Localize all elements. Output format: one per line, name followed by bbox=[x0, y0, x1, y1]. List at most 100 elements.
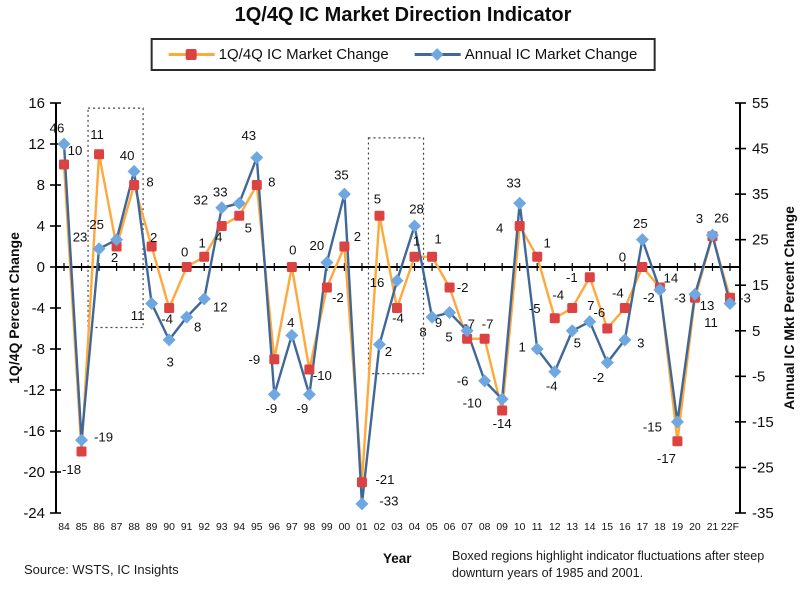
data-point-marker-diamond bbox=[127, 164, 141, 178]
x-axis-year-label: 21 bbox=[707, 522, 719, 533]
data-point-label: -2 bbox=[457, 280, 469, 295]
x-axis: 84 85 86 87 88 89 90 91 92 93 94 95 96 97 98 99 00 01 02 03… bbox=[56, 263, 740, 533]
data-point-label: -4 bbox=[612, 286, 624, 301]
x-axis-year-label: 15 bbox=[602, 522, 614, 533]
data-point-label: 40 bbox=[120, 148, 135, 163]
data-point-marker-diamond bbox=[110, 233, 124, 247]
data-point-label: 8 bbox=[146, 175, 153, 190]
data-point-marker-square bbox=[181, 262, 192, 272]
right-axis-tick-label: -35 bbox=[752, 505, 774, 522]
data-point-marker-diamond bbox=[57, 137, 71, 151]
data-point-label: -2 bbox=[592, 370, 604, 385]
data-point-label: -5 bbox=[529, 301, 541, 316]
x-axis-year-label: 08 bbox=[479, 522, 491, 533]
data-point-label: -10 bbox=[463, 396, 482, 411]
data-point-label: 7 bbox=[587, 298, 594, 313]
data-point-marker-square bbox=[549, 313, 560, 324]
x-axis-year-label: 05 bbox=[426, 522, 438, 533]
right-axis-tick-label: 15 bbox=[752, 277, 769, 294]
data-point-marker-diamond bbox=[285, 328, 299, 342]
data-point-marker-diamond bbox=[460, 324, 474, 338]
data-point-label: 1 bbox=[199, 235, 206, 250]
right-axis-tick-label: 25 bbox=[752, 232, 769, 249]
data-point-marker-square bbox=[462, 333, 473, 344]
data-point-label: -4 bbox=[552, 288, 564, 303]
data-point-marker-square bbox=[251, 180, 262, 190]
data-point-marker-diamond bbox=[337, 187, 351, 201]
data-point-label: -7 bbox=[482, 316, 494, 331]
left-axis-tick-label: -24 bbox=[23, 505, 45, 522]
legend-item-annual: Annual IC Market Change bbox=[414, 46, 638, 63]
left-axis-tick-label: 4 bbox=[37, 218, 45, 235]
data-point-label: -15 bbox=[643, 419, 662, 434]
data-point-marker-square bbox=[409, 251, 420, 262]
left-axis-tick-label: -8 bbox=[32, 341, 45, 358]
data-point-marker-diamond bbox=[390, 274, 404, 288]
x-axis-year-label: 87 bbox=[111, 522, 123, 533]
data-point-marker-square bbox=[444, 282, 455, 293]
data-point-marker-diamond bbox=[530, 342, 544, 356]
data-point-marker-square bbox=[234, 210, 245, 221]
data-point-label: 23 bbox=[73, 229, 88, 244]
data-point-label: 0 bbox=[619, 250, 626, 265]
data-point-marker-square bbox=[59, 159, 69, 170]
data-point-marker-square bbox=[637, 262, 648, 272]
data-point-label: -4 bbox=[546, 378, 558, 393]
data-point-marker-diamond bbox=[215, 201, 229, 215]
series-annual-markers bbox=[57, 137, 737, 511]
data-point-label: 1 bbox=[544, 235, 551, 250]
data-point-marker-square bbox=[392, 303, 402, 313]
series-1q4q-markers bbox=[59, 149, 735, 488]
data-point-label: 20 bbox=[310, 238, 325, 253]
data-point-label: 26 bbox=[714, 211, 729, 226]
data-point-marker-diamond bbox=[145, 296, 159, 310]
data-point-marker-square bbox=[567, 303, 578, 313]
data-point-marker-diamond bbox=[320, 255, 334, 269]
data-point-marker-diamond bbox=[600, 356, 614, 370]
data-point-label: 11 bbox=[131, 308, 145, 323]
data-point-label: -18 bbox=[62, 462, 81, 477]
legend-marker-diamond-icon bbox=[414, 47, 461, 62]
data-point-label: 2 bbox=[111, 250, 118, 265]
right-axis-tick-label: 45 bbox=[752, 141, 769, 158]
x-axis-year-label: 92 bbox=[198, 522, 210, 533]
left-axis-tick-label: -4 bbox=[32, 300, 45, 317]
left-axis-tick-label: 16 bbox=[28, 95, 45, 112]
x-axis-year-label: 93 bbox=[216, 522, 228, 533]
data-point-label: -21 bbox=[375, 472, 394, 487]
data-point-marker-square bbox=[374, 210, 385, 221]
legend-label-annual: Annual IC Market Change bbox=[464, 46, 638, 63]
data-point-marker-square bbox=[602, 323, 613, 334]
x-axis-year-label: 03 bbox=[391, 522, 403, 533]
left-axis-tick-label: 8 bbox=[37, 177, 45, 194]
chart-title: 1Q/4Q IC Market Direction Indicator bbox=[234, 4, 572, 26]
data-point-marker-square bbox=[216, 221, 227, 231]
legend-label-1q4q: 1Q/4Q IC Market Change bbox=[218, 46, 389, 63]
data-point-label: 4 bbox=[287, 315, 294, 330]
data-point-label: 1 bbox=[413, 233, 420, 248]
data-point-marker-diamond bbox=[478, 374, 492, 388]
data-point-label: 1 bbox=[434, 231, 441, 246]
data-point-marker-diamond bbox=[425, 310, 439, 324]
data-point-marker-diamond bbox=[232, 196, 246, 210]
data-point-marker-diamond bbox=[372, 337, 386, 351]
x-axis-year-label: 22F bbox=[721, 522, 739, 533]
data-point-marker-diamond bbox=[618, 333, 632, 347]
x-axis-year-label: 91 bbox=[181, 522, 193, 533]
data-point-marker-square bbox=[584, 272, 595, 283]
x-axis-year-label: 17 bbox=[637, 522, 649, 533]
data-point-marker-diamond bbox=[723, 296, 737, 310]
data-point-label: -1 bbox=[566, 270, 578, 285]
data-point-label: 8 bbox=[194, 320, 201, 335]
data-point-label: -9 bbox=[248, 352, 260, 367]
x-axis-year-label: 07 bbox=[461, 522, 473, 533]
boxed-region bbox=[87, 107, 144, 329]
x-axis-year-label: 04 bbox=[409, 522, 421, 533]
data-point-marker-square bbox=[479, 333, 490, 344]
data-point-label: -3 bbox=[674, 290, 686, 305]
left-axis-tick-label: -12 bbox=[23, 382, 45, 399]
data-point-label: -6 bbox=[593, 305, 605, 320]
data-point-label: 33 bbox=[506, 176, 521, 191]
